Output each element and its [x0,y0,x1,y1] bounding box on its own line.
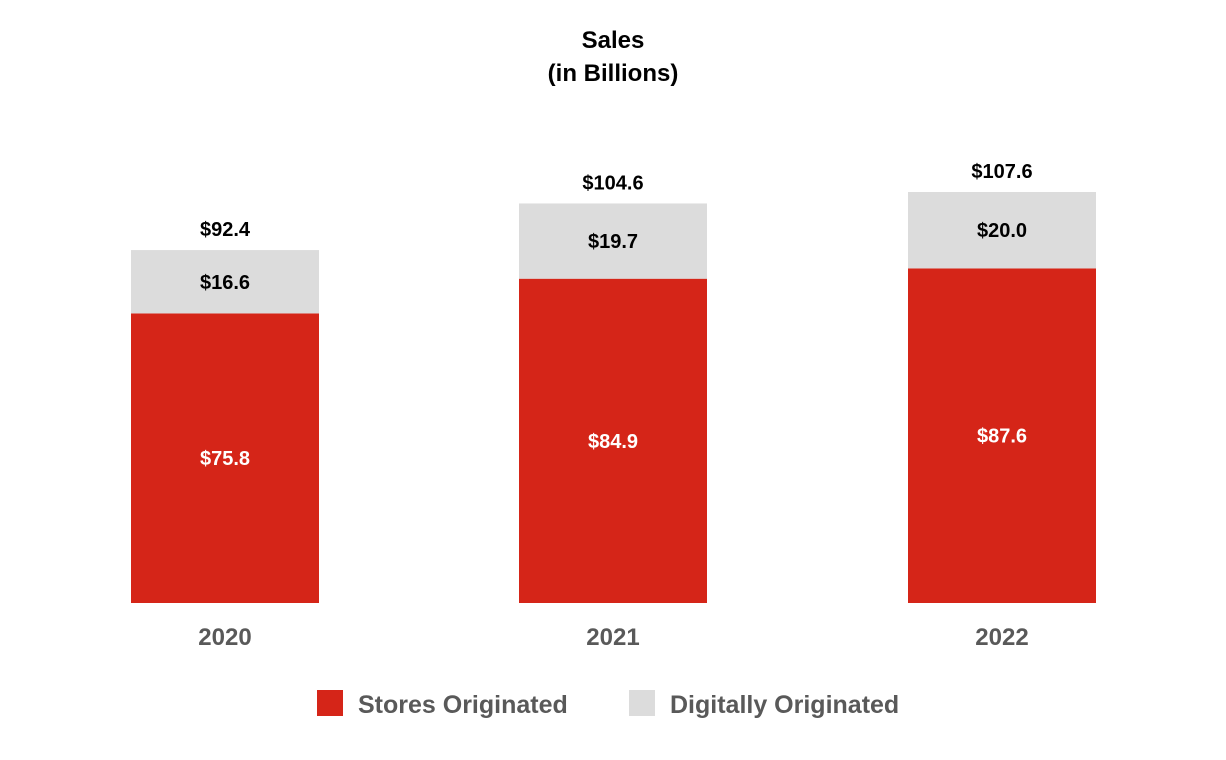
value-label-digital-2021: $19.7 [588,231,638,253]
chart-title-line-1: Sales [582,27,645,54]
bars-group [131,192,1096,603]
total-label-2021: $104.6 [582,172,643,194]
category-label-2022: 2022 [975,624,1028,651]
category-label-2021: 2021 [586,624,639,651]
value-label-stores-2022: $87.6 [977,426,1027,448]
value-label-digital-2022: $20.0 [977,220,1027,242]
legend: Stores Originated Digitally Originated [317,690,899,719]
value-label-stores-2021: $84.9 [588,431,638,453]
legend-label-digital: Digitally Originated [670,691,899,719]
bar-digital-2020 [131,250,319,314]
value-label-digital-2020: $16.6 [200,272,250,294]
legend-label-stores: Stores Originated [358,691,568,719]
legend-swatch-digital [629,690,655,716]
total-label-2022: $107.6 [971,161,1032,183]
category-label-2020: 2020 [198,624,251,651]
value-label-stores-2020: $75.8 [200,448,250,470]
bar-stores-2020 [131,313,319,603]
bar-stores-2022 [908,268,1096,603]
bar-stores-2021 [519,278,707,603]
total-label-2020: $92.4 [200,219,251,241]
labels-group: $75.8 $16.6 $92.4 2020 $84.9 $19.7 $104.6 2021 $… [198,161,1032,651]
chart-title-line-2: (in Billions) [548,60,679,87]
bar-digital-2022 [908,192,1096,269]
bar-digital-2021 [519,203,707,279]
legend-swatch-stores [317,690,343,716]
